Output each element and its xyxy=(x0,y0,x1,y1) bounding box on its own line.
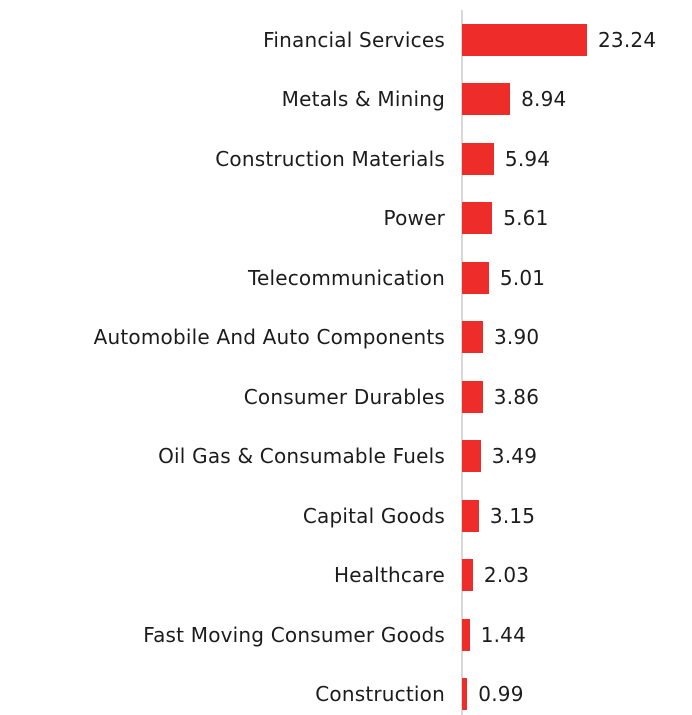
bar-area: 2.03 xyxy=(462,559,692,592)
bar-area: 5.94 xyxy=(462,142,692,175)
bar-row: Capital Goods 3.15 xyxy=(0,486,692,546)
bar-row: Construction Materials 5.94 xyxy=(0,129,692,189)
category-label: Capital Goods xyxy=(302,503,445,528)
bar-area: 3.90 xyxy=(462,321,692,354)
value-label: 23.24 xyxy=(598,27,657,52)
bar-area: 8.94 xyxy=(462,83,692,116)
bar xyxy=(462,559,473,592)
value-label: 5.01 xyxy=(499,265,546,290)
bar-area: 3.49 xyxy=(462,440,692,473)
bar xyxy=(462,261,489,294)
bar-row: Metals & Mining 8.94 xyxy=(0,70,692,130)
bar-row: Power 5.61 xyxy=(0,189,692,249)
bar-area: 3.86 xyxy=(462,380,692,413)
bar xyxy=(462,321,483,354)
bar xyxy=(462,618,470,651)
bar-row: Construction 0.99 xyxy=(0,665,692,715)
bar-row: Consumer Durables 3.86 xyxy=(0,367,692,427)
bar-area: 5.01 xyxy=(462,261,692,294)
bar xyxy=(462,380,483,413)
category-label: Telecommunication xyxy=(247,265,445,290)
category-label: Power xyxy=(383,206,445,231)
value-label: 5.94 xyxy=(504,146,551,171)
bar xyxy=(462,499,479,532)
bar xyxy=(462,440,481,473)
category-label: Metals & Mining xyxy=(281,87,445,112)
bar-area: 0.99 xyxy=(462,678,692,711)
bar-row: Oil Gas & Consumable Fuels 3.49 xyxy=(0,427,692,487)
bar-row: Financial Services 23.24 xyxy=(0,10,692,70)
bar-area: 1.44 xyxy=(462,618,692,651)
category-label: Consumer Durables xyxy=(243,384,445,409)
category-label: Oil Gas & Consumable Fuels xyxy=(158,444,445,469)
value-label: 5.61 xyxy=(503,206,549,231)
bar-row: Automobile And Auto Components 3.90 xyxy=(0,308,692,368)
value-label: 0.99 xyxy=(478,682,524,707)
value-label: 3.86 xyxy=(493,384,540,409)
bar-row: Fast Moving Consumer Goods 1.44 xyxy=(0,605,692,665)
bar-area: 3.15 xyxy=(462,499,692,532)
bar xyxy=(462,23,587,56)
bar xyxy=(462,83,511,116)
category-label: Fast Moving Consumer Goods xyxy=(143,622,445,647)
bar-rows: Financial Services 23.24 Metals & Mining 8.… xyxy=(0,10,692,715)
value-label: 1.44 xyxy=(480,622,527,647)
bar-row: Healthcare 2.03 xyxy=(0,546,692,606)
bar xyxy=(462,202,493,235)
category-label: Construction Materials xyxy=(215,146,445,171)
bar-row: Telecommunication 5.01 xyxy=(0,248,692,308)
bar-area: 23.24 xyxy=(462,23,692,56)
value-label: 3.49 xyxy=(491,444,538,469)
value-label: 2.03 xyxy=(483,563,530,588)
bar xyxy=(462,678,468,711)
value-label: 3.90 xyxy=(494,325,540,350)
category-label: Financial Services xyxy=(263,27,445,52)
axis-baseline xyxy=(461,10,463,715)
bar-area: 5.61 xyxy=(462,202,692,235)
category-label: Automobile And Auto Components xyxy=(93,325,445,350)
value-label: 8.94 xyxy=(521,87,567,112)
category-label: Healthcare xyxy=(333,563,445,588)
category-label: Construction xyxy=(315,682,445,707)
bar xyxy=(462,142,494,175)
value-label: 3.15 xyxy=(489,503,536,528)
